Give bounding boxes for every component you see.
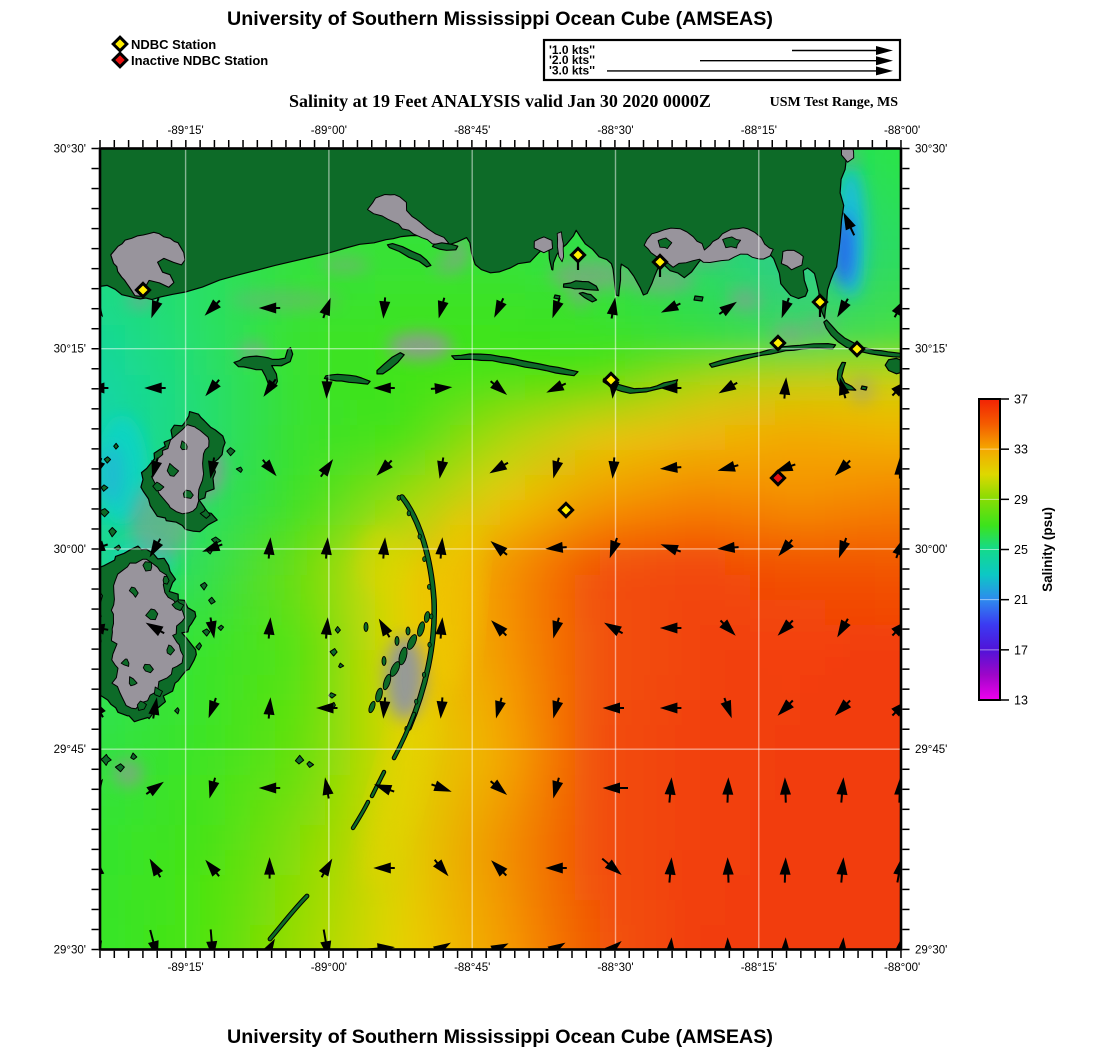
svg-text:21: 21 bbox=[1014, 593, 1028, 607]
svg-text:Salinity at 19 Feet ANALYSIS v: Salinity at 19 Feet ANALYSIS valid Jan 3… bbox=[289, 91, 711, 111]
svg-text:25: 25 bbox=[1014, 543, 1028, 557]
svg-text:-89°00': -89°00' bbox=[311, 125, 347, 137]
svg-text:-88°45': -88°45' bbox=[454, 125, 490, 137]
svg-text:30°30': 30°30' bbox=[54, 144, 86, 156]
svg-text:-89°15': -89°15' bbox=[167, 962, 203, 974]
svg-text:30°00': 30°00' bbox=[54, 544, 86, 556]
svg-text:-88°30': -88°30' bbox=[597, 962, 633, 974]
svg-text:30°15': 30°15' bbox=[915, 344, 947, 356]
svg-text:-88°30': -88°30' bbox=[597, 125, 633, 137]
svg-text:-88°00': -88°00' bbox=[884, 125, 920, 137]
svg-text:29°45': 29°45' bbox=[54, 744, 86, 756]
svg-text:29°45': 29°45' bbox=[915, 744, 947, 756]
svg-text:-89°15': -89°15' bbox=[167, 125, 203, 137]
svg-text:University of Southern Mississ: University of Southern Mississippi Ocean… bbox=[227, 1026, 773, 1048]
svg-text:-88°15': -88°15' bbox=[741, 125, 777, 137]
svg-text:29°30': 29°30' bbox=[54, 945, 86, 957]
svg-text:30°15': 30°15' bbox=[54, 344, 86, 356]
svg-text:30°30': 30°30' bbox=[915, 144, 947, 156]
svg-text:Inactive NDBC Station: Inactive NDBC Station bbox=[131, 53, 268, 68]
svg-text:-88°00': -88°00' bbox=[884, 962, 920, 974]
svg-text:29°30': 29°30' bbox=[915, 945, 947, 957]
svg-text:NDBC Station: NDBC Station bbox=[131, 37, 216, 52]
svg-text:University of Southern Mississ: University of Southern Mississippi Ocean… bbox=[227, 8, 773, 30]
svg-text:17: 17 bbox=[1014, 643, 1028, 657]
svg-text:Salinity (psu): Salinity (psu) bbox=[1040, 507, 1055, 592]
svg-text:-89°00': -89°00' bbox=[311, 962, 347, 974]
svg-text:-88°45': -88°45' bbox=[454, 962, 490, 974]
svg-text:-88°15': -88°15' bbox=[741, 962, 777, 974]
svg-text:37: 37 bbox=[1014, 393, 1028, 407]
svg-text:30°00': 30°00' bbox=[915, 544, 947, 556]
svg-text:13: 13 bbox=[1014, 694, 1028, 708]
svg-text:29: 29 bbox=[1014, 493, 1028, 507]
svg-text:33: 33 bbox=[1014, 443, 1028, 457]
svg-text:'3.0 kts'': '3.0 kts'' bbox=[549, 63, 595, 77]
svg-text:USM Test Range, MS: USM Test Range, MS bbox=[770, 95, 899, 110]
